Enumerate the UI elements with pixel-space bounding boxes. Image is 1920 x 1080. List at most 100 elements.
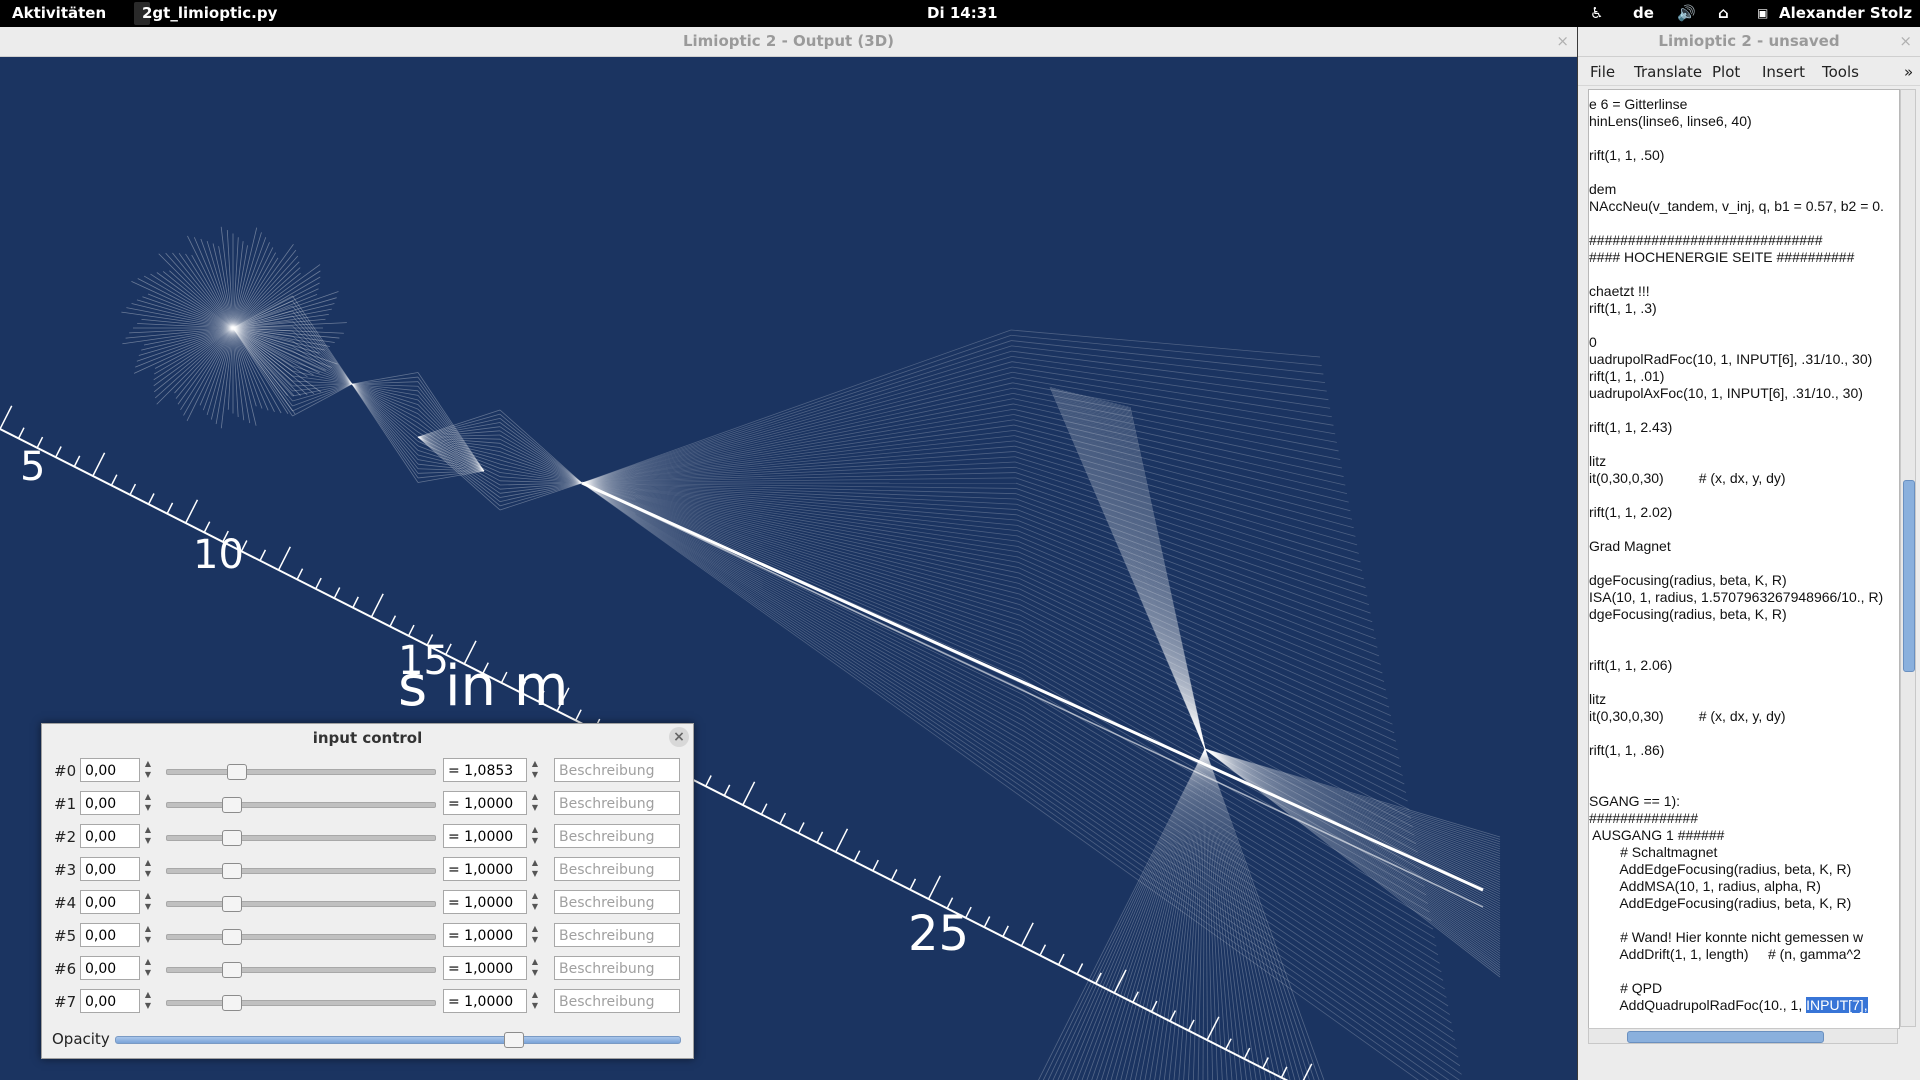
input-slider[interactable] bbox=[166, 797, 436, 813]
code-line: e 6 = Gitterlinse bbox=[1589, 96, 1688, 112]
input-row: #6 0,00 ▲ ▼ = 1,0000 ▲ ▼ Beschreibung bbox=[42, 952, 693, 985]
input-value-field[interactable]: 0,00 bbox=[80, 890, 140, 914]
factor-field[interactable]: = 1,0853 bbox=[443, 758, 527, 782]
factor-field[interactable]: = 1,0000 bbox=[443, 956, 527, 980]
description-field[interactable]: Beschreibung bbox=[554, 956, 680, 980]
input-value-field[interactable]: 0,00 bbox=[80, 824, 140, 848]
factor-field[interactable]: = 1,0000 bbox=[443, 824, 527, 848]
factor-field[interactable]: = 1,0000 bbox=[443, 857, 527, 881]
input-value-field[interactable]: 0,00 bbox=[80, 956, 140, 980]
editor-close-icon[interactable]: × bbox=[1899, 32, 1912, 50]
factor-field[interactable]: = 1,0000 bbox=[443, 890, 527, 914]
vertical-scrollbar[interactable] bbox=[1900, 89, 1916, 1027]
menu-file[interactable]: File bbox=[1590, 63, 1616, 81]
input-slider[interactable] bbox=[166, 830, 436, 846]
code-editor[interactable]: e 6 = Gitterlinse hinLens(linse6, linse6,… bbox=[1588, 89, 1900, 1029]
volume-icon[interactable]: 🔊 bbox=[1677, 4, 1696, 22]
code-line: Grad Magnet bbox=[1589, 538, 1671, 554]
factor-spin-arrows[interactable]: ▲ ▼ bbox=[531, 792, 539, 812]
menu-translate[interactable]: Translate bbox=[1634, 63, 1703, 81]
network-icon[interactable]: ⌂ bbox=[1718, 4, 1729, 22]
input-row-label: #4 bbox=[54, 894, 77, 912]
description-field[interactable]: Beschreibung bbox=[554, 857, 680, 881]
factor-field[interactable]: = 1,0000 bbox=[443, 989, 527, 1013]
menu-overflow-icon[interactable]: » bbox=[1904, 63, 1914, 81]
input-slider-handle[interactable] bbox=[222, 797, 242, 813]
accessibility-icon[interactable]: ♿ bbox=[1590, 4, 1604, 22]
input-slider[interactable] bbox=[166, 962, 436, 978]
input-slider-handle[interactable] bbox=[222, 830, 242, 846]
activities-button[interactable]: Aktivitäten bbox=[12, 4, 107, 22]
input-slider[interactable] bbox=[166, 863, 436, 879]
code-line bbox=[1589, 317, 1899, 334]
menu-plot[interactable]: Plot bbox=[1712, 63, 1741, 81]
input-value-spin-arrows[interactable]: ▲ ▼ bbox=[144, 792, 152, 812]
factor-field[interactable]: = 1,0000 bbox=[443, 791, 527, 815]
taskbar-app[interactable]: 2gt_limioptic.py bbox=[134, 2, 277, 25]
code-line bbox=[1589, 402, 1899, 419]
description-field[interactable]: Beschreibung bbox=[554, 824, 680, 848]
code-line: rift(1, 1, .3) bbox=[1589, 300, 1657, 316]
input-value-spin-arrows[interactable]: ▲ ▼ bbox=[144, 990, 152, 1010]
code-line: ############################## bbox=[1589, 232, 1823, 248]
description-field[interactable]: Beschreibung bbox=[554, 791, 680, 815]
code-line: rift(1, 1, 2.02) bbox=[1589, 504, 1673, 520]
code-line: dgeFocusing(radius, beta, K, R) bbox=[1589, 606, 1787, 622]
input-row: #4 0,00 ▲ ▼ = 1,0000 ▲ ▼ Beschreibung bbox=[42, 886, 693, 919]
description-field[interactable]: Beschreibung bbox=[554, 923, 680, 947]
keyboard-layout[interactable]: de bbox=[1633, 4, 1654, 22]
input-slider[interactable] bbox=[166, 764, 436, 780]
factor-spin-arrows[interactable]: ▲ ▼ bbox=[531, 891, 539, 911]
input-value-field[interactable]: 0,00 bbox=[80, 989, 140, 1013]
menu-tools[interactable]: Tools bbox=[1822, 63, 1859, 81]
horizontal-scrollbar[interactable] bbox=[1588, 1028, 1898, 1044]
clock[interactable]: Di 14:31 bbox=[927, 4, 998, 22]
input-value-spin-arrows[interactable]: ▲ ▼ bbox=[144, 891, 152, 911]
input-slider-handle[interactable] bbox=[222, 863, 242, 879]
input-value-field[interactable]: 0,00 bbox=[80, 857, 140, 881]
factor-spin-arrows[interactable]: ▲ ▼ bbox=[531, 924, 539, 944]
vertical-scroll-thumb[interactable] bbox=[1903, 480, 1915, 672]
user-menu[interactable]: Alexander Stolz bbox=[1779, 4, 1913, 22]
output-window-titlebar[interactable]: Limioptic 2 - Output (3D) × bbox=[0, 27, 1577, 57]
dialog-titlebar[interactable]: input control × bbox=[42, 724, 693, 752]
input-slider-handle[interactable] bbox=[222, 896, 242, 912]
input-slider[interactable] bbox=[166, 995, 436, 1011]
factor-field[interactable]: = 1,0000 bbox=[443, 923, 527, 947]
factor-spin-arrows[interactable]: ▲ ▼ bbox=[531, 990, 539, 1010]
input-slider-handle[interactable] bbox=[222, 929, 242, 945]
editor-window-titlebar[interactable]: Limioptic 2 - unsaved × bbox=[1578, 27, 1920, 57]
description-field[interactable]: Beschreibung bbox=[554, 890, 680, 914]
input-slider[interactable] bbox=[166, 896, 436, 912]
input-value-field[interactable]: 0,00 bbox=[80, 758, 140, 782]
beam-plot-3d[interactable]: 5 10 15 25 s in m bbox=[0, 57, 1577, 1080]
code-line: #### HOCHENERGIE SEITE ########## bbox=[1589, 249, 1855, 265]
description-field[interactable]: Beschreibung bbox=[554, 989, 680, 1013]
opacity-slider[interactable] bbox=[115, 1032, 681, 1048]
input-slider-handle[interactable] bbox=[222, 995, 242, 1011]
output-window-title: Limioptic 2 - Output (3D) bbox=[682, 32, 895, 50]
factor-spin-arrows[interactable]: ▲ ▼ bbox=[531, 957, 539, 977]
horizontal-scroll-thumb[interactable] bbox=[1627, 1031, 1824, 1043]
input-value-spin-arrows[interactable]: ▲ ▼ bbox=[144, 825, 152, 845]
input-value-spin-arrows[interactable]: ▲ ▼ bbox=[144, 957, 152, 977]
input-value-field[interactable]: 0,00 bbox=[80, 791, 140, 815]
input-value-spin-arrows[interactable]: ▲ ▼ bbox=[144, 858, 152, 878]
input-value-spin-arrows[interactable]: ▲ ▼ bbox=[144, 924, 152, 944]
factor-spin-arrows[interactable]: ▲ ▼ bbox=[531, 825, 539, 845]
chat-icon[interactable]: ▣ bbox=[1757, 6, 1769, 20]
opacity-slider-handle[interactable] bbox=[504, 1032, 524, 1048]
input-slider[interactable] bbox=[166, 929, 436, 945]
dialog-close-button[interactable]: × bbox=[669, 727, 689, 747]
output-close-icon[interactable]: × bbox=[1556, 32, 1569, 50]
menu-insert[interactable]: Insert bbox=[1762, 63, 1806, 81]
input-value-spin-arrows[interactable]: ▲ ▼ bbox=[144, 759, 152, 779]
input-value-field[interactable]: 0,00 bbox=[80, 923, 140, 947]
input-slider-handle[interactable] bbox=[227, 764, 247, 780]
code-line bbox=[1589, 674, 1899, 691]
description-field[interactable]: Beschreibung bbox=[554, 758, 680, 782]
input-slider-handle[interactable] bbox=[222, 962, 242, 978]
factor-spin-arrows[interactable]: ▲ ▼ bbox=[531, 759, 539, 779]
code-line bbox=[1589, 623, 1899, 640]
factor-spin-arrows[interactable]: ▲ ▼ bbox=[531, 858, 539, 878]
